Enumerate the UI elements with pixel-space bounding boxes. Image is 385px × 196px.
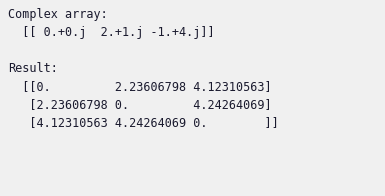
- Text: [[ 0.+0.j  2.+1.j -1.+4.j]]: [[ 0.+0.j 2.+1.j -1.+4.j]]: [8, 26, 214, 39]
- Text: [2.23606798 0.         4.24264069]: [2.23606798 0. 4.24264069]: [8, 98, 272, 111]
- Text: [[0.         2.23606798 4.12310563]: [[0. 2.23606798 4.12310563]: [8, 80, 272, 93]
- Text: Result:: Result:: [8, 62, 58, 75]
- Text: Complex array:: Complex array:: [8, 8, 108, 21]
- Text: [4.12310563 4.24264069 0.        ]]: [4.12310563 4.24264069 0. ]]: [8, 116, 279, 129]
